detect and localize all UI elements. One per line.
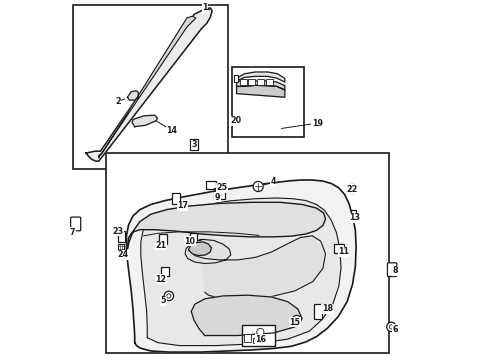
Circle shape bbox=[386, 322, 395, 332]
Polygon shape bbox=[141, 198, 340, 346]
Bar bbox=[171, 193, 179, 204]
Bar bbox=[233, 75, 238, 82]
Text: 2: 2 bbox=[115, 97, 121, 106]
Polygon shape bbox=[99, 16, 196, 158]
Bar bbox=[213, 191, 224, 199]
Bar bbox=[161, 267, 168, 276]
Circle shape bbox=[256, 328, 264, 336]
Bar bbox=[253, 338, 264, 343]
Bar bbox=[205, 181, 216, 189]
Text: 3: 3 bbox=[191, 140, 197, 149]
Polygon shape bbox=[188, 242, 211, 256]
Text: 13: 13 bbox=[348, 213, 359, 222]
Circle shape bbox=[253, 181, 263, 192]
Bar bbox=[118, 244, 124, 254]
Text: 10: 10 bbox=[184, 237, 195, 246]
Bar bbox=[118, 231, 125, 242]
Bar bbox=[189, 233, 197, 248]
Circle shape bbox=[166, 294, 171, 298]
Bar bbox=[247, 79, 254, 85]
Text: 19: 19 bbox=[311, 118, 322, 127]
Bar bbox=[231, 67, 303, 137]
Polygon shape bbox=[126, 180, 355, 352]
Polygon shape bbox=[185, 236, 325, 299]
Bar bbox=[73, 5, 228, 169]
Text: 11: 11 bbox=[337, 248, 348, 256]
Text: 1: 1 bbox=[202, 3, 207, 12]
Text: 22: 22 bbox=[346, 184, 357, 194]
Text: 23: 23 bbox=[112, 227, 123, 236]
Bar bbox=[313, 304, 321, 319]
Polygon shape bbox=[127, 202, 325, 248]
Text: 18: 18 bbox=[321, 305, 332, 313]
Text: 7: 7 bbox=[69, 228, 75, 237]
Text: 25: 25 bbox=[216, 184, 227, 192]
Text: 20: 20 bbox=[229, 116, 241, 125]
Bar bbox=[265, 79, 272, 85]
Text: 14: 14 bbox=[166, 126, 177, 135]
Polygon shape bbox=[236, 85, 284, 97]
Bar bbox=[350, 210, 355, 220]
Text: 4: 4 bbox=[270, 177, 276, 186]
Text: 8: 8 bbox=[391, 266, 397, 275]
Circle shape bbox=[388, 325, 393, 329]
Circle shape bbox=[292, 315, 301, 324]
Text: 16: 16 bbox=[255, 335, 265, 343]
Bar bbox=[241, 325, 274, 346]
Text: 12: 12 bbox=[155, 274, 166, 284]
Text: 24: 24 bbox=[117, 251, 128, 259]
Bar bbox=[349, 184, 353, 193]
FancyBboxPatch shape bbox=[386, 263, 396, 276]
Bar bbox=[333, 244, 343, 253]
Polygon shape bbox=[132, 115, 157, 127]
Bar bbox=[240, 79, 246, 85]
Bar bbox=[106, 153, 387, 353]
Text: 21: 21 bbox=[155, 241, 166, 250]
Text: 6: 6 bbox=[391, 325, 397, 334]
Polygon shape bbox=[86, 8, 212, 161]
Circle shape bbox=[164, 291, 173, 301]
Polygon shape bbox=[191, 295, 302, 336]
Text: 5: 5 bbox=[161, 296, 166, 305]
Polygon shape bbox=[236, 72, 284, 82]
Text: 15: 15 bbox=[289, 318, 300, 327]
Bar bbox=[244, 334, 250, 342]
Polygon shape bbox=[127, 91, 138, 100]
FancyBboxPatch shape bbox=[70, 217, 81, 231]
Text: 9: 9 bbox=[214, 193, 220, 202]
Polygon shape bbox=[236, 81, 284, 90]
Bar bbox=[189, 139, 197, 150]
Bar bbox=[159, 234, 166, 244]
Text: 17: 17 bbox=[177, 202, 188, 210]
Bar bbox=[257, 79, 263, 85]
